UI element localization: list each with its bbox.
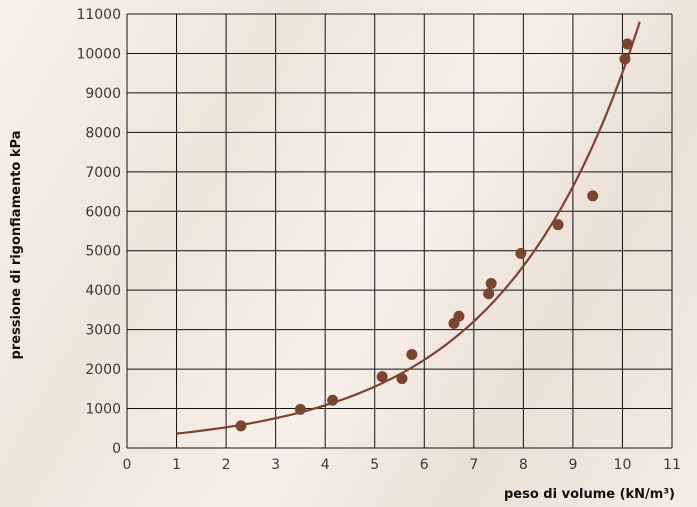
y-tick-label: 3000 (85, 323, 121, 339)
data-point (621, 38, 633, 50)
y-tick-label: 1000 (85, 402, 121, 418)
y-tick-label: 6000 (85, 204, 121, 220)
x-tick-label: 4 (321, 457, 330, 473)
data-point (453, 310, 465, 322)
data-point (235, 420, 247, 432)
data-point (406, 348, 418, 360)
grid-lines (126, 13, 673, 449)
y-tick-label: 0 (112, 441, 121, 457)
x-tick-label: 6 (420, 457, 429, 473)
y-tick-label: 7000 (85, 165, 121, 181)
x-tick-label: 5 (370, 457, 379, 473)
data-point (552, 219, 564, 231)
x-tick-label: 11 (663, 457, 681, 473)
data-points (235, 38, 633, 432)
x-tick-label: 3 (271, 457, 280, 473)
y-tick-label: 2000 (85, 362, 121, 378)
data-point (294, 403, 306, 415)
data-point (327, 394, 339, 406)
x-tick-label: 0 (123, 457, 132, 473)
x-tick-label: 2 (222, 457, 231, 473)
trend-curve (176, 21, 641, 435)
y-tick-labels: 0 1000 2000 3000 4000 5000 6000 7000 8000 9000 100… (76, 7, 121, 457)
y-axis-label: pressione di rigonfiamento kPa (9, 131, 24, 360)
x-tick-labels: 0 1 2 3 4 5 6 7 8 9 10 11 (123, 457, 681, 473)
x-tick-label: 7 (469, 457, 478, 473)
y-tick-label: 8000 (85, 125, 121, 141)
x-axis-label: peso di volume (kN/m³) (504, 487, 675, 502)
y-tick-label: 10000 (76, 46, 121, 62)
data-point (483, 288, 495, 300)
data-point (485, 277, 497, 289)
y-tick-label: 9000 (85, 86, 121, 102)
data-point (396, 373, 408, 385)
data-point (619, 53, 631, 65)
x-tick-label: 8 (519, 457, 528, 473)
y-tick-label: 4000 (85, 283, 121, 299)
x-tick-label: 1 (172, 457, 181, 473)
x-tick-label: 9 (568, 457, 577, 473)
data-point (376, 371, 388, 383)
y-tick-label: 11000 (76, 7, 121, 23)
data-point (587, 190, 599, 202)
data-point (515, 247, 527, 259)
y-tick-label: 5000 (85, 244, 121, 260)
x-tick-label: 10 (614, 457, 632, 473)
